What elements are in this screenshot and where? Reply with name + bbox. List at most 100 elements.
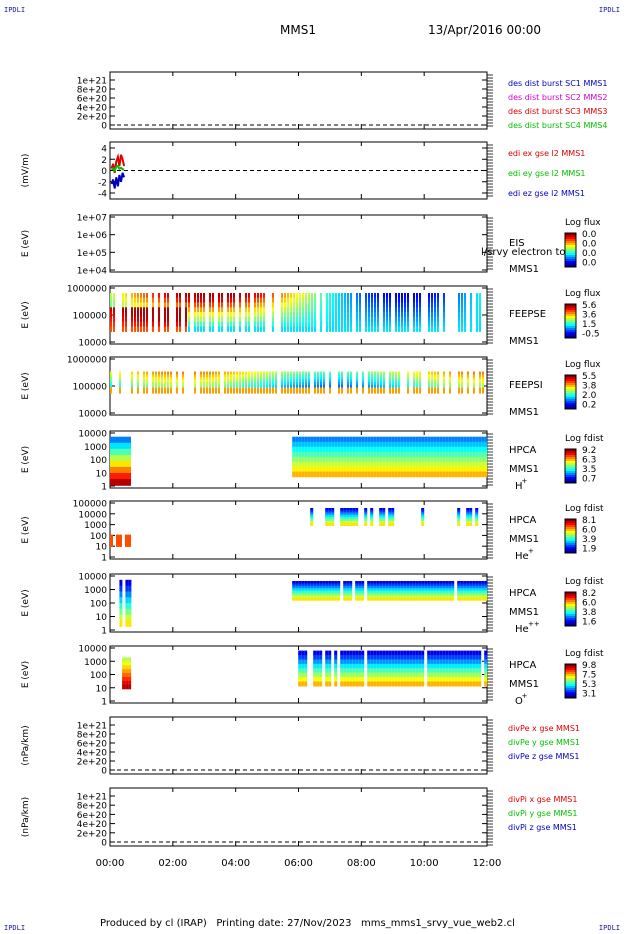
spectrogram-cell <box>302 382 304 386</box>
spectrogram-cell <box>314 379 316 383</box>
spectrogram-cell <box>352 518 356 522</box>
spectrogram-cell <box>158 374 160 378</box>
spectrogram-cell <box>269 374 271 378</box>
colorbar-swatch <box>565 537 576 540</box>
spectrogram-cell <box>461 312 463 318</box>
y-tick-label: 10 <box>96 469 108 479</box>
colorbar-swatch <box>565 620 576 623</box>
spectrogram-cell <box>158 384 160 389</box>
spectrogram-cell <box>352 510 356 513</box>
spectrogram-cell <box>424 585 428 589</box>
colorbar-swatch <box>565 377 576 380</box>
spectrogram-cell <box>355 508 359 511</box>
spectrogram-cell <box>170 384 172 389</box>
spectrogram-cell <box>212 387 214 391</box>
spectrogram-cell <box>431 376 433 381</box>
spectrogram-cell <box>418 595 422 599</box>
colorbar-swatch <box>565 381 576 384</box>
spectrogram-cell <box>290 316 292 323</box>
spectrogram-cell <box>434 382 436 386</box>
spectrogram-cell <box>431 390 433 394</box>
spectrogram-cell <box>343 681 347 687</box>
spectrogram-cell <box>310 466 314 473</box>
spectrogram-cell <box>128 669 132 674</box>
spectrogram-cell <box>215 374 217 378</box>
spectrogram-cell <box>394 446 398 453</box>
spectrogram-cell <box>394 655 398 660</box>
colorbar-tick-label: 8.2 <box>582 589 596 599</box>
spectrogram-cell <box>125 321 127 328</box>
y-tick-label: 8e+20 <box>77 86 108 96</box>
spectrogram-cell <box>170 379 172 383</box>
spectrogram-cell <box>434 316 436 323</box>
spectrogram-cell <box>341 316 343 323</box>
spectrogram-cell <box>466 471 470 478</box>
spectrogram-cell <box>326 307 328 313</box>
spectrogram-cell <box>401 302 403 308</box>
spectrogram-cell <box>428 382 430 386</box>
spectrogram-cell <box>409 466 413 473</box>
spectrogram-cell <box>203 302 205 308</box>
spectrogram-cell <box>119 603 123 610</box>
spectrogram-cell <box>331 466 335 473</box>
spectrogram-cell <box>266 379 268 383</box>
spectrogram-cell <box>449 374 451 378</box>
colorbar-swatch <box>565 692 576 695</box>
spectrogram-cell <box>260 302 262 308</box>
spectrogram-cell <box>397 583 401 587</box>
spectrogram-cell <box>388 663 392 669</box>
spectrogram-cell <box>361 650 365 656</box>
spectrogram-cell <box>343 456 347 463</box>
spectrogram-cell <box>349 510 353 513</box>
spectrogram-cell <box>266 387 268 391</box>
spectrogram-cell <box>458 390 460 394</box>
spectrogram-cell <box>427 595 431 599</box>
spectrogram-cell <box>122 684 126 690</box>
spectrogram-cell <box>281 371 283 375</box>
spectrogram-cell <box>398 307 400 313</box>
spectrogram-cell <box>146 321 148 328</box>
spectrogram-cell <box>298 456 302 463</box>
colorbar-swatch <box>565 259 576 262</box>
spectrogram-cell <box>406 456 410 463</box>
spectrogram-cell <box>311 326 313 332</box>
spectrogram-cell <box>409 581 413 584</box>
spectrogram-cell <box>409 471 413 478</box>
spectrogram-cell <box>415 436 419 443</box>
spectrogram-cell <box>325 681 329 687</box>
spectrogram-cell <box>218 293 220 299</box>
spectrogram-cell <box>332 326 334 332</box>
spectrogram-cell <box>143 321 145 328</box>
spectrogram-cell <box>116 473 119 480</box>
spectrogram-cell <box>314 326 316 332</box>
spectrogram-cell <box>343 585 347 589</box>
spectrogram-cell <box>364 512 368 516</box>
spectrogram-cell <box>421 590 425 594</box>
spectrogram-cell <box>367 668 371 674</box>
spectrogram-cell <box>424 590 428 594</box>
spectrogram-cell <box>376 446 380 453</box>
spectrogram-cell <box>161 374 163 378</box>
spectrogram-cell <box>179 316 181 323</box>
spectrogram-cell <box>391 668 395 674</box>
spectrogram-cell <box>313 677 317 683</box>
spectrogram-cell <box>472 655 476 660</box>
spectrogram-cell <box>227 371 229 375</box>
spectrogram-cell <box>254 376 256 381</box>
spectrogram-cell <box>364 461 368 468</box>
spectrogram-cell <box>287 376 289 381</box>
spectrogram-cell <box>467 371 469 375</box>
spectrogram-cell <box>137 302 139 308</box>
spectrogram-cell <box>448 466 452 473</box>
spectrogram-cell <box>304 441 308 448</box>
spectrogram-cell <box>388 510 392 513</box>
spectrogram-cell <box>308 307 310 313</box>
spectrogram-cell <box>269 376 271 381</box>
spectrogram-cell <box>382 672 386 678</box>
spectrogram-cell <box>370 581 374 584</box>
spectrogram-cell <box>302 321 304 328</box>
spectrogram-cell <box>254 326 256 332</box>
spectrogram-cell <box>442 585 446 589</box>
spectrogram-cell <box>458 371 460 375</box>
spectrogram-cell <box>460 597 464 601</box>
